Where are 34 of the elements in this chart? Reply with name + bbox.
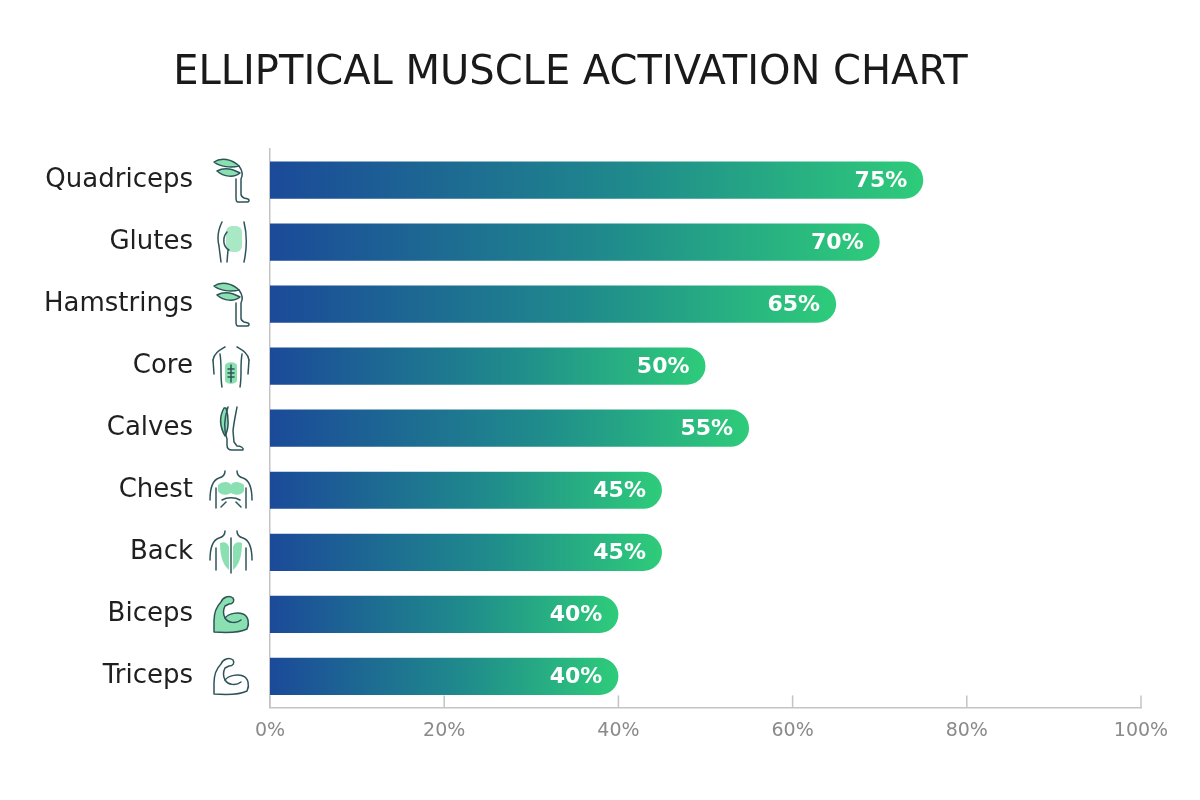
bar: [270, 223, 880, 261]
data-label: 45%: [593, 476, 646, 502]
data-label: 40%: [549, 663, 603, 689]
y-tick-label: Triceps: [101, 659, 193, 690]
x-tick-label: 0%: [254, 717, 286, 740]
y-tick-label: Chest: [118, 472, 193, 503]
bar: [270, 657, 619, 695]
bar: [270, 161, 924, 199]
bar: [270, 533, 662, 571]
y-tick-label: Calves: [106, 410, 193, 441]
bar: [270, 347, 706, 385]
x-tick-label: 80%: [945, 717, 988, 740]
y-tick-label: Quadriceps: [45, 162, 193, 193]
y-tick-label: Core: [132, 348, 193, 379]
bar: [270, 471, 662, 509]
x-tick-label: 100%: [1113, 717, 1169, 740]
bar: [270, 595, 619, 633]
y-tick-label: Hamstrings: [44, 286, 193, 317]
y-tick-label: Glutes: [109, 224, 193, 255]
x-tick-label: 40%: [597, 717, 640, 740]
y-tick-label: Back: [129, 535, 193, 566]
bar: [270, 409, 750, 447]
data-label: 75%: [854, 166, 908, 192]
y-tick-label: Biceps: [107, 597, 193, 628]
data-label: 40%: [549, 601, 603, 627]
data-label: 55%: [680, 414, 734, 440]
x-tick-label: 20%: [423, 717, 466, 740]
chart-title: ELLIPTICAL MUSCLE ACTIVATION CHART: [173, 47, 969, 94]
data-label: 65%: [767, 290, 821, 316]
bar: [270, 285, 837, 323]
x-tick-label: 60%: [771, 717, 814, 740]
data-label: 50%: [636, 352, 690, 378]
data-label: 45%: [593, 539, 646, 565]
data-label: 70%: [811, 228, 864, 254]
